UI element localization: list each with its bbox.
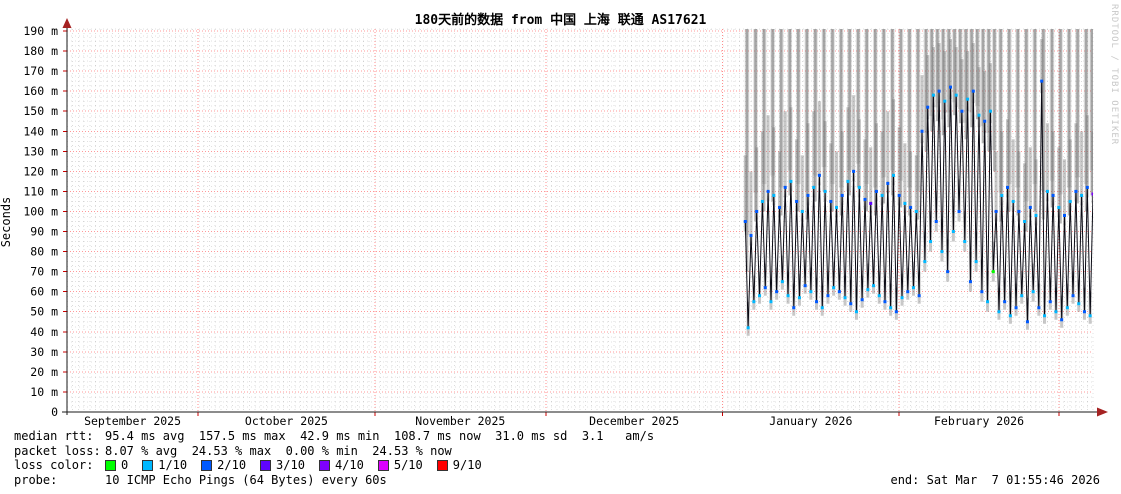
end-timestamp: end: Sat Mar 7 01:55:46 2026 <box>890 473 1100 487</box>
stat-packet-loss-values: 8.07 % avg 24.53 % max 0.00 % min 24.53 … <box>105 443 452 458</box>
y-tick-label: 0 <box>51 405 58 419</box>
loss-swatch-label: 0 <box>121 458 129 473</box>
y-tick-label: 30 m <box>30 345 58 359</box>
y-tick-label: 120 m <box>23 164 58 178</box>
loss-swatch-label: 4/10 <box>334 458 364 473</box>
rrdtool-credit: RRDTOOL / TOBI OETIKER <box>1109 4 1119 146</box>
y-tick-label: 190 m <box>23 24 58 38</box>
y-tick-label: 170 m <box>23 64 58 78</box>
stat-packet-loss-label: packet loss: <box>14 443 101 458</box>
loss-swatch <box>377 460 389 472</box>
x-month-label: October 2025 <box>245 414 328 428</box>
y-tick-label: 90 m <box>30 225 58 239</box>
loss-legend-item: 9/10 <box>436 458 482 473</box>
graph-title: 180天前的数据 from 中国 上海 联通 AS17621 <box>414 13 707 28</box>
y-tick-label: 150 m <box>23 104 58 118</box>
stat-median-rtt: median rtt: 95.4 ms avg 157.5 ms max 42.9… <box>14 429 654 444</box>
loss-swatch-label: 1/10 <box>158 458 188 473</box>
loss-legend-item: 3/10 <box>260 458 305 473</box>
loss-legend-item: 4/10 <box>318 458 364 473</box>
stat-packet-loss: packet loss: 8.07 % avg 24.53 % max 0.00 … <box>14 444 654 459</box>
x-month-label: February 2026 <box>934 414 1024 428</box>
loss-swatch <box>318 460 330 472</box>
y-tick-label: 20 m <box>30 365 58 379</box>
loss-swatch-label: 5/10 <box>393 458 423 473</box>
y-tick-label: 100 m <box>23 204 58 218</box>
loss-legend-item: 5/10 <box>377 458 423 473</box>
x-month-label: September 2025 <box>84 414 181 428</box>
loss-swatch-label: 3/10 <box>276 458 305 473</box>
y-tick-label: 140 m <box>23 124 58 138</box>
x-month-label: November 2025 <box>415 414 505 428</box>
loss-color-items: 0 1/10 2/10 3/10 4/10 5/10 9/10 <box>105 458 496 473</box>
y-tick-label: 110 m <box>23 184 58 198</box>
loss-legend-item: 0 <box>105 458 128 473</box>
loss-color-legend: loss color: 0 1/10 2/10 3/10 4/10 5/10 9/10 <box>14 458 654 473</box>
stat-probe: probe: 10 ICMP Echo Pings (64 Bytes) ever… <box>14 473 654 488</box>
loss-swatch <box>260 460 272 472</box>
loss-swatch <box>436 460 448 472</box>
y-tick-label: 160 m <box>23 84 58 98</box>
y-tick-label: 180 m <box>23 44 58 58</box>
stat-probe-label: probe: <box>14 473 58 488</box>
stat-probe-value: 10 ICMP Echo Pings (64 Bytes) every 60s <box>105 473 387 488</box>
loss-swatch <box>105 460 116 472</box>
y-tick-label: 40 m <box>30 325 58 339</box>
latency-plot: 0 10 m 20 m 30 m 40 m 50 m 60 m 70 m 80 m 90 m 100… <box>23 18 1108 428</box>
loss-swatch <box>142 460 154 472</box>
x-month-label: December 2025 <box>589 414 679 428</box>
loss-swatch <box>201 460 213 472</box>
x-month-label: January 2026 <box>769 414 852 428</box>
y-tick-label: 130 m <box>23 144 58 158</box>
stat-median-rtt-values: 95.4 ms avg 157.5 ms max 42.9 ms min 108… <box>105 429 655 443</box>
loss-color-label: loss color: <box>14 458 94 473</box>
loss-swatch-label: 9/10 <box>452 458 482 473</box>
stat-median-rtt-label: median rtt: <box>14 429 94 443</box>
y-tick-label: 70 m <box>30 265 58 279</box>
stats-block: median rtt: 95.4 ms avg 157.5 ms max 42.9… <box>14 429 654 488</box>
y-tick-label: 10 m <box>30 385 58 399</box>
loss-legend-item: 1/10 <box>142 458 187 473</box>
loss-legend-item: 2/10 <box>201 458 246 473</box>
y-tick-label: 60 m <box>30 285 58 299</box>
y-tick-label: 50 m <box>30 305 58 319</box>
loss-swatch-label: 2/10 <box>217 458 247 473</box>
y-tick-label: 80 m <box>30 245 58 259</box>
